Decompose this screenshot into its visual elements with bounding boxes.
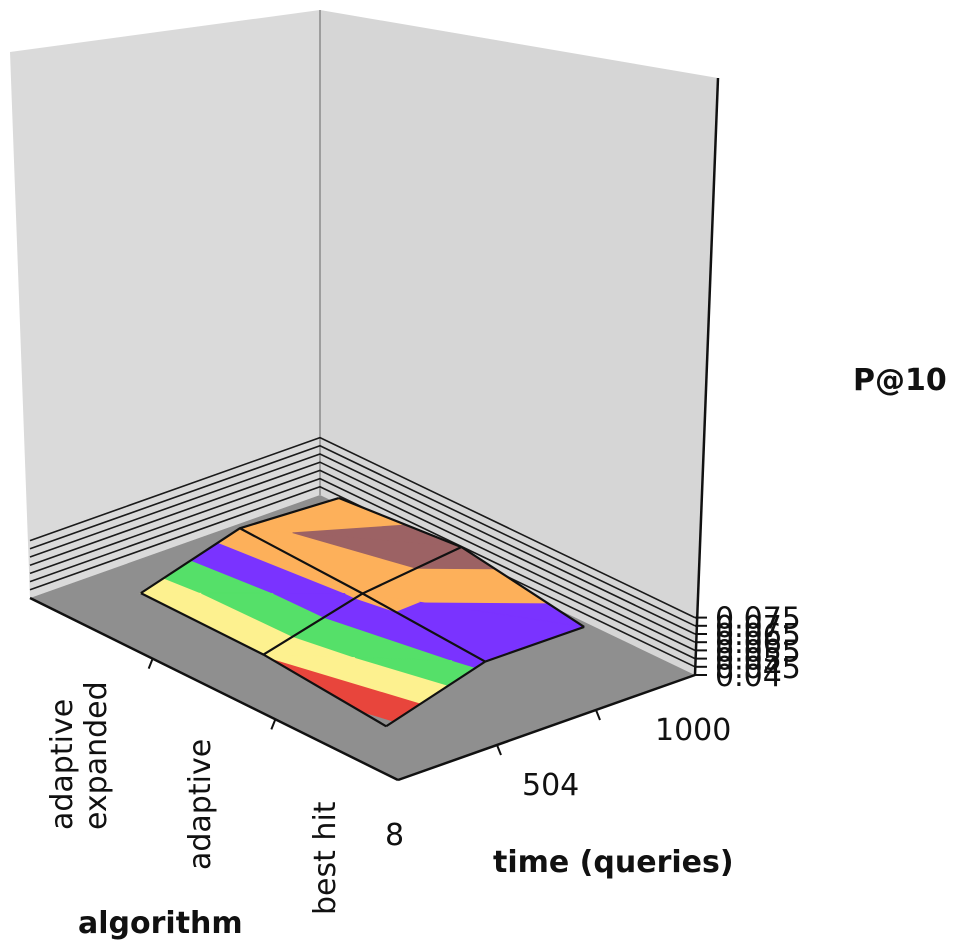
y-tick-label: 1000 <box>655 713 731 748</box>
y-tick-label: 8 <box>385 818 404 853</box>
x-tick-label: best hit <box>308 801 343 915</box>
x-tick-label: adaptiveexpanded <box>45 681 114 830</box>
x-tick-mark <box>147 658 154 670</box>
surface-col-line <box>140 496 340 595</box>
gridline <box>29 436 696 619</box>
y-axis-title: time (queries) <box>493 845 734 880</box>
y-axis-line <box>397 673 696 782</box>
z-tick-label: 0.07 <box>715 610 782 645</box>
z-tick-label: 0.06 <box>715 626 782 661</box>
surface-boundaries <box>140 496 585 728</box>
axes <box>29 77 720 782</box>
x-axis-title: algorithm <box>78 906 243 941</box>
gridlines <box>29 436 696 668</box>
back-wall <box>320 10 718 675</box>
z-axis-title: P@10 <box>853 363 947 398</box>
surface <box>139 497 585 722</box>
surface-col-line <box>385 625 585 728</box>
gridline <box>29 469 696 652</box>
left-wall <box>10 10 320 598</box>
z-tick-label: 0.075 <box>715 602 801 637</box>
gridline <box>29 461 696 643</box>
x-tick-label: adaptive <box>183 739 218 870</box>
z-tick-label: 0.04 <box>715 659 782 694</box>
z-tick-label: 0.055 <box>715 634 801 669</box>
y-tick-mark <box>595 709 601 721</box>
gridline <box>29 453 696 635</box>
z-tick-label: 0.045 <box>715 651 801 686</box>
y-tick-labels: 8 504 1000 <box>385 709 731 853</box>
z-tick-label: 0.065 <box>715 618 801 653</box>
gridline <box>29 485 696 668</box>
y-tick-mark <box>496 744 502 756</box>
z-tick-label: 0.05 <box>715 643 782 678</box>
x-axis-line <box>29 596 399 782</box>
x-tick-mark <box>270 718 277 730</box>
z-axis-line <box>693 77 720 676</box>
surface-col-line <box>262 546 462 656</box>
gridline <box>29 444 696 627</box>
gridline <box>29 477 696 660</box>
x-tick-labels: adaptiveexpanded adaptive best hit <box>45 658 343 915</box>
y-tick-label: 504 <box>522 768 579 803</box>
